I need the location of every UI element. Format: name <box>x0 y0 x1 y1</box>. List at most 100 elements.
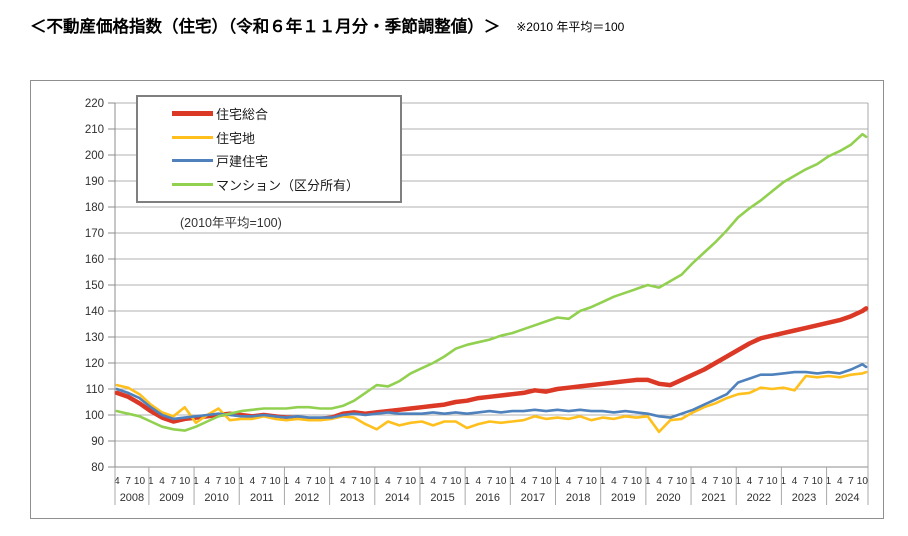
svg-text:2012: 2012 <box>295 492 319 504</box>
svg-text:7: 7 <box>216 476 222 487</box>
legend-label: マンション（区分所有） <box>216 177 360 193</box>
svg-text:10: 10 <box>812 476 824 487</box>
svg-text:130: 130 <box>85 332 104 344</box>
svg-text:10: 10 <box>224 476 236 487</box>
svg-text:10: 10 <box>541 476 553 487</box>
svg-text:7: 7 <box>442 476 448 487</box>
svg-text:140: 140 <box>85 306 104 318</box>
svg-text:4: 4 <box>114 476 120 487</box>
svg-text:120: 120 <box>85 358 104 370</box>
svg-text:4: 4 <box>792 476 798 487</box>
svg-text:4: 4 <box>295 476 301 487</box>
svg-text:10: 10 <box>360 476 372 487</box>
svg-text:4: 4 <box>476 476 482 487</box>
svg-text:7: 7 <box>396 476 402 487</box>
svg-text:4: 4 <box>340 476 346 487</box>
svg-text:7: 7 <box>668 476 674 487</box>
line-swatch-residential-land-icon <box>172 135 213 139</box>
page-title: ＜不動産価格指数（住宅）（令和６年１１月分・季節調整値）＞ <box>30 18 501 36</box>
svg-text:2022: 2022 <box>747 492 771 504</box>
svg-text:7: 7 <box>848 476 854 487</box>
svg-text:7: 7 <box>758 476 764 487</box>
svg-text:2020: 2020 <box>656 492 680 504</box>
svg-text:2024: 2024 <box>835 492 859 504</box>
svg-text:10: 10 <box>857 476 869 487</box>
svg-text:1: 1 <box>148 476 154 487</box>
chart-container: 80 90 100 110 120 130 140 150 160 170 180 190 200 210… <box>30 80 884 519</box>
svg-text:7: 7 <box>487 476 493 487</box>
svg-text:4: 4 <box>521 476 527 487</box>
svg-text:10: 10 <box>405 476 417 487</box>
svg-text:180: 180 <box>85 202 104 214</box>
svg-text:10: 10 <box>179 476 191 487</box>
line-swatch-residential-total-icon <box>172 111 213 117</box>
line-swatch-condominium-icon <box>172 182 213 186</box>
svg-text:160: 160 <box>85 254 104 266</box>
legend-item-condominium: マンション（区分所有） <box>172 173 400 195</box>
svg-text:80: 80 <box>91 462 104 474</box>
svg-text:7: 7 <box>306 476 312 487</box>
svg-text:1: 1 <box>284 476 290 487</box>
svg-text:1: 1 <box>645 476 651 487</box>
svg-text:7: 7 <box>577 476 583 487</box>
svg-text:4: 4 <box>204 476 210 487</box>
svg-text:1: 1 <box>238 476 244 487</box>
svg-text:4: 4 <box>430 476 436 487</box>
svg-text:110: 110 <box>86 384 104 396</box>
svg-text:2009: 2009 <box>159 492 183 504</box>
svg-text:7: 7 <box>713 476 719 487</box>
svg-text:4: 4 <box>656 476 662 487</box>
base-year-note: ※2010 年平均＝100 <box>516 19 625 34</box>
svg-text:100: 100 <box>85 410 104 422</box>
svg-text:10: 10 <box>495 476 507 487</box>
svg-text:10: 10 <box>450 476 462 487</box>
legend-item-residential-land: 住宅地 <box>172 126 400 148</box>
svg-text:4: 4 <box>747 476 753 487</box>
svg-text:1: 1 <box>735 476 741 487</box>
svg-text:1: 1 <box>600 476 606 487</box>
svg-text:150: 150 <box>85 280 104 292</box>
svg-text:4: 4 <box>385 476 391 487</box>
svg-text:170: 170 <box>85 228 104 240</box>
svg-text:4: 4 <box>250 476 256 487</box>
svg-text:10: 10 <box>676 476 688 487</box>
svg-text:2014: 2014 <box>385 492 409 504</box>
svg-text:210: 210 <box>85 124 104 136</box>
svg-text:1: 1 <box>555 476 561 487</box>
svg-text:7: 7 <box>351 476 357 487</box>
svg-text:2011: 2011 <box>250 492 274 504</box>
svg-text:10: 10 <box>315 476 327 487</box>
svg-text:2017: 2017 <box>521 492 545 504</box>
svg-text:10: 10 <box>586 476 598 487</box>
svg-text:7: 7 <box>125 476 131 487</box>
svg-text:4: 4 <box>837 476 843 487</box>
svg-text:90: 90 <box>91 436 104 448</box>
svg-text:200: 200 <box>85 150 104 162</box>
svg-text:7: 7 <box>261 476 267 487</box>
svg-text:2010: 2010 <box>204 492 228 504</box>
svg-text:4: 4 <box>566 476 572 487</box>
svg-text:1: 1 <box>329 476 335 487</box>
legend-item-residential-total: 住宅総合 <box>172 103 400 125</box>
svg-text:4: 4 <box>701 476 707 487</box>
legend-item-detached-house: 戸建住宅 <box>172 150 400 172</box>
svg-text:1: 1 <box>193 476 199 487</box>
svg-text:2018: 2018 <box>566 492 590 504</box>
svg-text:2015: 2015 <box>430 492 454 504</box>
svg-text:10: 10 <box>134 476 146 487</box>
svg-text:220: 220 <box>85 98 104 110</box>
svg-text:10: 10 <box>269 476 281 487</box>
svg-text:1: 1 <box>690 476 696 487</box>
chart-legend: 住宅総合 住宅地 戸建住宅 マンション（区分所有） <box>136 95 402 203</box>
svg-text:2013: 2013 <box>340 492 364 504</box>
svg-text:7: 7 <box>532 476 538 487</box>
svg-text:2008: 2008 <box>120 492 144 504</box>
svg-text:1: 1 <box>509 476 515 487</box>
svg-text:4: 4 <box>159 476 165 487</box>
svg-text:2016: 2016 <box>475 492 499 504</box>
svg-text:10: 10 <box>631 476 643 487</box>
svg-text:190: 190 <box>85 176 104 188</box>
svg-text:7: 7 <box>171 476 177 487</box>
svg-text:2021: 2021 <box>701 492 725 504</box>
